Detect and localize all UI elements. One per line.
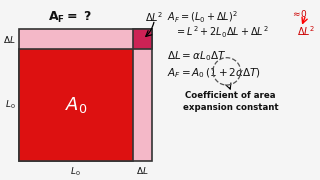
- Text: $A_F = A_0\,(1 + 2\alpha\Delta T)$: $A_F = A_0\,(1 + 2\alpha\Delta T)$: [167, 66, 261, 80]
- Bar: [19, 49, 133, 161]
- Text: $\Delta L^2$: $\Delta L^2$: [145, 10, 164, 24]
- Text: $\Delta L$: $\Delta L$: [3, 34, 16, 45]
- Bar: [19, 29, 153, 161]
- Text: $A_F = (L_0 + \Delta L)^2$: $A_F = (L_0 + \Delta L)^2$: [167, 10, 238, 25]
- Text: $A_0$: $A_0$: [65, 95, 87, 115]
- Text: $L_0$: $L_0$: [5, 99, 16, 111]
- Text: $\Delta L$: $\Delta L$: [136, 165, 149, 176]
- Text: $\Delta L^2$: $\Delta L^2$: [297, 24, 316, 38]
- Text: Coefficient of area
expansion constant: Coefficient of area expansion constant: [183, 91, 278, 112]
- Text: $L_0$: $L_0$: [70, 165, 81, 178]
- Text: $= L^2 + 2L_0\Delta L + \Delta L^2$: $= L^2 + 2L_0\Delta L + \Delta L^2$: [175, 24, 269, 40]
- Text: $\mathbf{A_F = \ ?}$: $\mathbf{A_F = \ ?}$: [48, 10, 92, 25]
- Text: $\Delta L = \alpha L_0 \Delta T$: $\Delta L = \alpha L_0 \Delta T$: [167, 49, 227, 63]
- Bar: [133, 29, 153, 49]
- Text: $\approx\! 0$: $\approx\! 0$: [291, 8, 308, 19]
